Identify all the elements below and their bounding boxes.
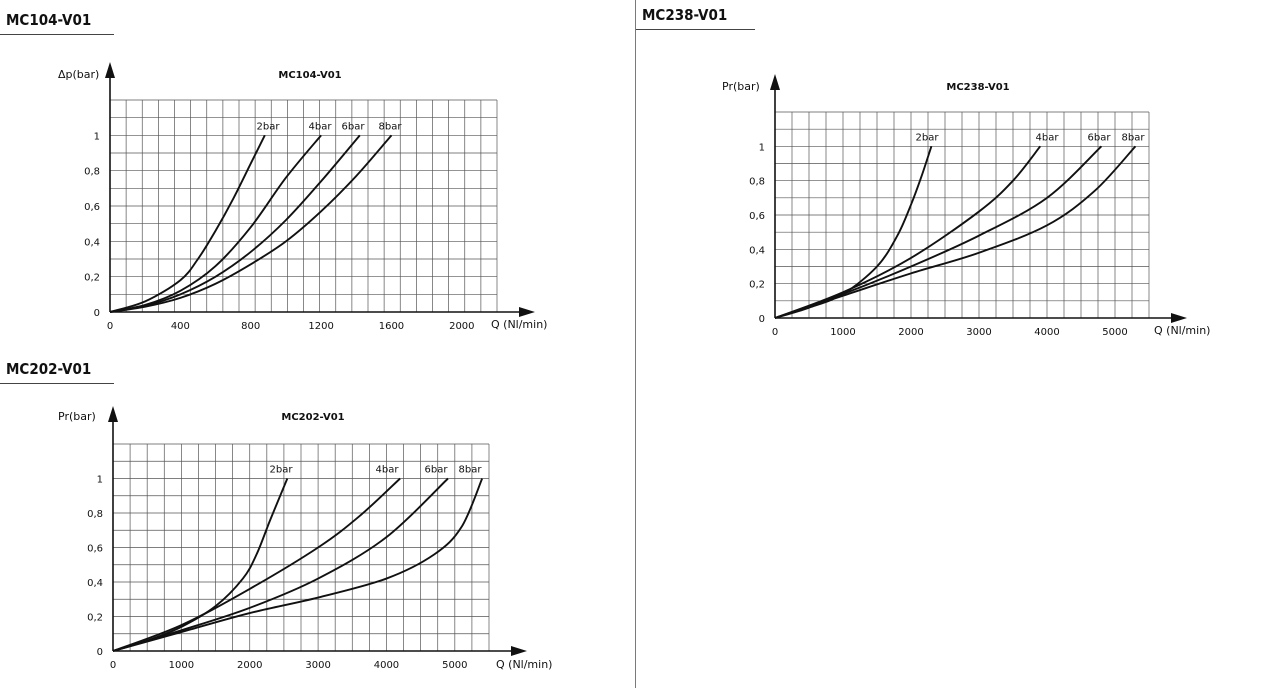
chart0-series-2bar <box>109 134 266 313</box>
chart0-y-tick-label: 0,4 <box>84 237 100 248</box>
chart1-y-axis-label: Pr(bar) <box>58 410 96 423</box>
chart0-series-8bar <box>109 134 393 313</box>
chart0-x-tick-label: 800 <box>241 321 260 332</box>
chart0-y-axis-arrow <box>105 62 115 78</box>
chart1-y-axis-arrow <box>108 406 118 422</box>
chart1-series-6bar <box>112 477 449 652</box>
chart1-title: MC202-V01 <box>281 412 344 423</box>
chart0-x-tick-label: 2000 <box>449 321 474 332</box>
chart2-series-label-6bar: 6bar <box>1088 132 1112 143</box>
chart2-y-tick-label: 1 <box>759 142 765 153</box>
chart0-y-tick-label: 0,2 <box>84 273 100 284</box>
chart0-x-tick-label: 400 <box>171 321 190 332</box>
panel-divider <box>635 0 636 688</box>
chart1-series-8bar <box>112 478 484 652</box>
chart2-series-6bar <box>774 145 1103 319</box>
chart2-series-label-2bar: 2bar <box>916 132 940 143</box>
chart0-y-tick-label: 0 <box>94 308 100 319</box>
chart1-series-label-8bar: 8bar <box>459 465 483 476</box>
chart2-y-tick-label: 0,4 <box>749 245 765 256</box>
chart2-y-axis-label: Pr(bar) <box>722 80 760 93</box>
chart0-series-label-6bar: 6bar <box>342 121 366 132</box>
chart1-x-tick-label: 1000 <box>169 660 194 671</box>
chart1-y-tick-label: 1 <box>97 475 103 486</box>
chart1-series-label-4bar: 4bar <box>376 465 400 476</box>
chart2-x-tick-label: 2000 <box>898 327 923 338</box>
chart2-x-tick-label: 4000 <box>1034 327 1059 338</box>
chart0-title: MC104-V01 <box>278 70 341 81</box>
chart2-y-tick-label: 0,6 <box>749 211 765 222</box>
chart2-title: MC238-V01 <box>946 82 1009 93</box>
chart2-series-8bar <box>774 145 1137 319</box>
chart0-series-label-8bar: 8bar <box>379 121 403 132</box>
chart1-series-label-2bar: 2bar <box>270 465 294 476</box>
chart1-y-tick-label: 0,8 <box>87 509 103 520</box>
chart0-series-label-4bar: 4bar <box>309 121 333 132</box>
chart0-x-tick-label: 0 <box>107 321 113 332</box>
chart1-series-label-6bar: 6bar <box>425 465 449 476</box>
section-title-mc104: MC104-V01 <box>0 8 114 35</box>
chart0-x-axis-label: Q (Nl/min) <box>491 318 547 331</box>
chart1-y-tick-label: 0 <box>97 647 103 658</box>
chart0-series-6bar <box>109 134 361 313</box>
chart1-x-axis-arrow <box>511 646 527 656</box>
chart1-x-tick-label: 2000 <box>237 660 262 671</box>
chart0-y-tick-label: 0,8 <box>84 167 100 178</box>
chart2-y-tick-label: 0,8 <box>749 177 765 188</box>
chart0-series-label-2bar: 2bar <box>257 121 281 132</box>
chart2-y-tick-label: 0,2 <box>749 280 765 291</box>
chart0-x-axis-arrow <box>519 307 535 317</box>
chart0-y-axis-label: Δp(bar) <box>58 68 99 81</box>
chart1-x-axis-label: Q (Nl/min) <box>496 658 552 671</box>
chart0-y-tick-label: 0,6 <box>84 202 100 213</box>
chart1-y-tick-label: 0,2 <box>87 613 103 624</box>
chart0-x-tick-label: 1200 <box>308 321 333 332</box>
chart1-x-tick-label: 4000 <box>374 660 399 671</box>
section-title-mc238: MC238-V01 <box>636 3 755 30</box>
chart2-series-4bar <box>774 145 1041 319</box>
chart2-y-axis-arrow <box>770 74 780 90</box>
chart1-y-tick-label: 0,6 <box>87 544 103 555</box>
chart2-x-axis-arrow <box>1171 313 1187 323</box>
chart2-series-label-4bar: 4bar <box>1036 132 1060 143</box>
chart2-x-tick-label: 5000 <box>1102 327 1127 338</box>
chart0-x-tick-label: 1600 <box>379 321 404 332</box>
chart2-x-tick-label: 3000 <box>966 327 991 338</box>
chart2-y-tick-label: 0 <box>759 314 765 325</box>
chart2-x-axis-label: Q (Nl/min) <box>1154 324 1210 337</box>
chart1-x-tick-label: 0 <box>110 660 116 671</box>
chart1-series-4bar <box>112 477 401 652</box>
chart0-y-tick-label: 1 <box>94 131 100 142</box>
chart1-x-tick-label: 5000 <box>442 660 467 671</box>
section-title-mc202: MC202-V01 <box>0 357 114 384</box>
chart1-x-tick-label: 3000 <box>305 660 330 671</box>
chart2-x-tick-label: 1000 <box>830 327 855 338</box>
chart1-y-tick-label: 0,4 <box>87 578 103 589</box>
chart2-series-label-8bar: 8bar <box>1122 132 1146 143</box>
chart2-x-tick-label: 0 <box>772 327 778 338</box>
